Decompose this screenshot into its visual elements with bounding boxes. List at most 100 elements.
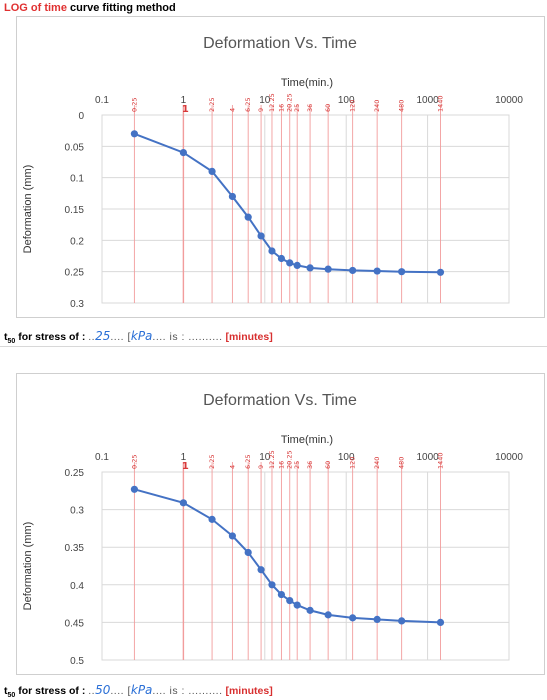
data-point <box>398 268 406 276</box>
t50-result-unit: [minutes] <box>225 685 273 697</box>
t50-dots: .. <box>88 331 96 343</box>
time-marker-label: 25 <box>293 104 301 112</box>
time-marker-label: 2.25 <box>208 455 216 469</box>
data-point <box>293 601 301 609</box>
time-marker-label: 20.25 <box>286 450 294 469</box>
time-marker-label: 1440 <box>436 95 444 112</box>
y-tick-label: 0.25 <box>65 468 85 479</box>
time-marker-label: 0.25 <box>130 455 138 469</box>
chart-title: Deformation Vs. Time <box>203 35 357 52</box>
data-point <box>268 581 276 589</box>
data-point <box>349 614 357 622</box>
t50-symbol: t <box>4 331 8 343</box>
data-point <box>436 618 445 626</box>
time-marker-label: 9 <box>257 108 265 112</box>
x-tick-label: 1000 <box>416 95 439 106</box>
data-point <box>257 566 265 574</box>
time-marker-label: 1 <box>182 461 189 472</box>
t50-line-1: t50 for stress of : ..25.... [kPa.... is… <box>4 329 273 345</box>
time-marker-label: 20.25 <box>286 93 294 112</box>
time-marker-label: 4 <box>228 108 236 112</box>
x-tick-label: 1000 <box>416 452 439 463</box>
data-point <box>306 264 314 272</box>
stress-value-handwritten: 25 <box>95 329 111 343</box>
time-marker-label: 12.25 <box>268 93 276 112</box>
time-marker-label: 480 <box>398 457 406 469</box>
page-title-rest: curve fitting method <box>66 2 176 14</box>
time-marker-label: 6.25 <box>244 98 252 112</box>
t50-subscript: 50 <box>7 338 16 346</box>
time-marker-label: 60 <box>324 461 332 469</box>
y-tick-label: 0.5 <box>70 656 84 667</box>
data-point <box>208 167 216 175</box>
data-point <box>179 499 187 507</box>
y-tick-label: 0.3 <box>70 299 84 310</box>
time-marker-label: 4 <box>228 465 236 469</box>
y-tick-label: 0.2 <box>70 236 84 247</box>
y-tick-label: 0.4 <box>70 581 84 592</box>
t50-subscript: 50 <box>7 692 16 700</box>
page-title-highlight: LOG of time <box>4 2 67 14</box>
deformation-chart-2: Deformation Vs. Time Time(min.) Deformatio… <box>22 392 523 667</box>
deformation-series-line <box>134 132 441 274</box>
data-point <box>373 267 381 275</box>
time-marker-label: 480 <box>398 100 406 112</box>
t50-label: for stress of : <box>15 685 89 697</box>
time-marker-label: 9 <box>257 465 265 469</box>
data-point <box>286 259 294 267</box>
stress-unit-handwritten: kPa <box>130 329 153 343</box>
x-tick-label: 0.1 <box>95 95 109 106</box>
data-point <box>306 606 314 614</box>
deformation-series-line <box>134 488 441 624</box>
time-marker-label: 120 <box>349 100 357 112</box>
y-tick-label: 0 <box>78 111 84 122</box>
x-tick-label: 1 <box>181 452 187 463</box>
data-point <box>268 247 276 255</box>
x-tick-label: 10000 <box>495 452 523 463</box>
y-axis-label: Deformation (mm) <box>22 522 34 611</box>
y-tick-label: 0.35 <box>65 543 85 554</box>
t50-dots: .... [ <box>110 685 131 697</box>
x-tick-label: 0.1 <box>95 452 109 463</box>
data-point <box>208 515 216 523</box>
x-tick-label: 10 <box>259 452 271 463</box>
data-point <box>244 213 252 221</box>
divider <box>0 346 547 347</box>
data-point <box>277 254 286 263</box>
time-marker-label: 16 <box>277 104 285 112</box>
data-point <box>257 232 265 240</box>
chart-title: Deformation Vs. Time <box>203 392 357 409</box>
plot-area <box>101 471 510 661</box>
x-tick-label: 1 <box>181 95 187 106</box>
data-point <box>349 266 357 275</box>
time-marker-label: 36 <box>306 461 314 469</box>
time-marker-label: 240 <box>373 457 381 469</box>
data-point <box>277 590 286 599</box>
y-tick-label: 0.05 <box>65 142 85 153</box>
y-tick-label: 0.15 <box>65 205 85 216</box>
stress-unit-handwritten: kPa <box>130 683 153 697</box>
t50-line-2: t50 for stress of : ..50.... [kPa.... is… <box>4 683 273 699</box>
time-marker-label: 25 <box>293 461 301 469</box>
time-marker-label: 120 <box>349 457 357 469</box>
t50-blank: .......... <box>188 331 223 343</box>
data-point <box>179 149 187 157</box>
y-tick-label: 0.25 <box>65 268 85 279</box>
t50-is-label: .... is : <box>152 331 189 343</box>
time-marker-label: 1 <box>182 104 189 115</box>
t50-dots: .. <box>88 685 96 697</box>
time-marker-label: 6.25 <box>244 455 252 469</box>
time-marker-label: 36 <box>306 104 314 112</box>
data-point <box>130 485 138 493</box>
page-title: LOG of time curve fitting method <box>4 2 176 14</box>
t50-label: for stress of : <box>15 331 89 343</box>
x-tick-label: 10000 <box>495 95 523 106</box>
t50-is-label: .... is : <box>152 685 189 697</box>
data-point <box>228 192 237 201</box>
chart-panel-1: Deformation Vs. Time Time(min.) Deformatio… <box>16 16 545 318</box>
x-axis-label: Time(min.) <box>281 77 333 89</box>
y-tick-label: 0.3 <box>70 506 84 517</box>
time-marker-label: 2.25 <box>208 98 216 112</box>
deformation-chart-1: Deformation Vs. Time Time(min.) Deformatio… <box>22 35 523 310</box>
y-tick-label: 0.1 <box>70 174 84 185</box>
